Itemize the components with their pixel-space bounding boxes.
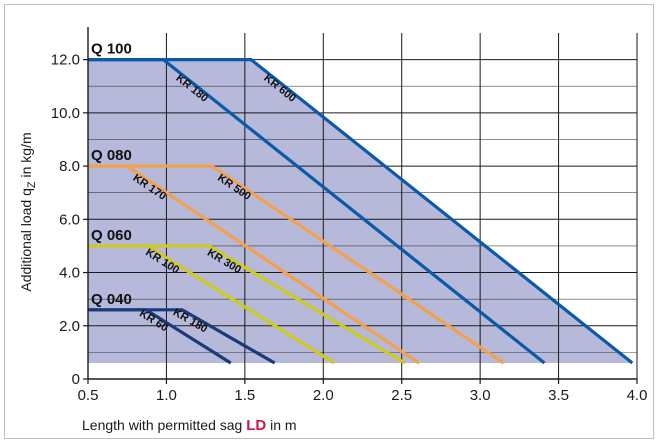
chart: 0.5 1.0 1.5 2.0 2.5 3.0 3.5 4.0 0 2.0 4.0 6.0 8.0 10.…	[18, 27, 648, 434]
y-tick-label: 4.0	[59, 265, 80, 282]
y-axis-label-subscript: Z	[26, 181, 38, 188]
series-line	[88, 164, 420, 365]
x-axis-label-suffix: in m	[266, 417, 296, 433]
y-tick-label: 8.0	[59, 158, 80, 175]
x-axis-label: Length with permitted sag LD in m	[82, 417, 297, 434]
y-tick-label: 6.0	[59, 211, 80, 228]
shaded-region	[88, 59, 633, 364]
x-tick-label: 3.0	[470, 387, 491, 404]
x-tick-label: 3.5	[548, 387, 569, 404]
series-line	[88, 58, 546, 365]
group-label: Q 100	[91, 41, 132, 58]
y-tick-label: 10.0	[51, 105, 80, 122]
chart-frame: 0.5 1.0 1.5 2.0 2.5 3.0 3.5 4.0 0 2.0 4.0 6.0 8.0 10.…	[4, 4, 654, 439]
shaded-region-layer	[88, 59, 633, 364]
x-tick-label: 1.5	[234, 387, 255, 404]
x-axis-label-prefix: Length with permitted sag	[82, 417, 246, 433]
series-line	[88, 244, 336, 365]
x-tick-label: 0.5	[78, 387, 99, 404]
x-tick-label: 1.0	[156, 387, 177, 404]
x-tick-label: 2.5	[391, 387, 412, 404]
series-layer	[88, 58, 634, 365]
series-line	[88, 308, 232, 365]
axes-layer	[83, 27, 638, 384]
y-tick-label: 0	[72, 371, 80, 388]
y-axis-label-prefix: Additional load q	[18, 188, 34, 292]
x-tick-label: 4.0	[627, 387, 648, 404]
y-tick-label: 12.0	[51, 52, 80, 69]
group-label: Q 040	[91, 291, 132, 308]
x-tick-label: 2.0	[313, 387, 334, 404]
y-axis-label-suffix: in kg/m	[18, 132, 34, 181]
group-label: Q 060	[91, 227, 132, 244]
y-tick-label: 2.0	[59, 318, 80, 335]
x-axis-label-symbol: LD	[246, 417, 266, 434]
group-label: Q 080	[91, 147, 132, 164]
y-axis-label: Additional load qZ in kg/m	[18, 132, 38, 291]
